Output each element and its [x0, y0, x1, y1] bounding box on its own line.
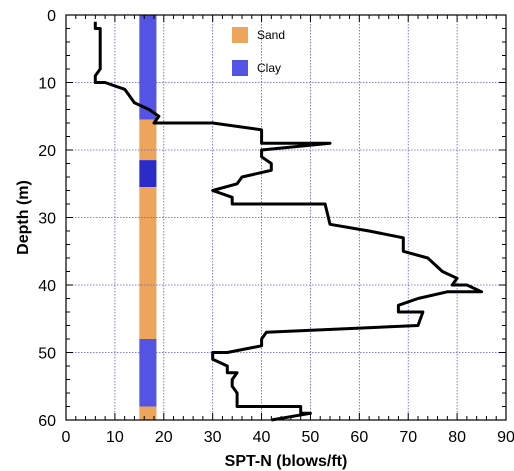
x-tick-label: 60	[350, 429, 368, 446]
x-tick-label: 40	[253, 429, 271, 446]
grid-lines	[66, 15, 506, 420]
soil-layer-sand-1	[139, 119, 157, 161]
soil-column	[139, 15, 157, 420]
x-tick-label: 90	[497, 429, 514, 446]
legend-label-sand: Sand	[257, 28, 285, 42]
soil-layer-sand-5	[139, 406, 157, 420]
x-tick-label: 50	[302, 429, 320, 446]
y-tick-label: 50	[38, 346, 56, 363]
legend-label-clay: Clay	[257, 61, 281, 75]
x-tick-label: 20	[155, 429, 173, 446]
y-tick-label: 20	[38, 143, 56, 160]
y-tick-label: 40	[38, 278, 56, 295]
spt-n-line-0	[93, 21, 484, 422]
y-tick-label: 60	[38, 413, 56, 430]
legend: Sand Clay	[232, 27, 285, 76]
soil-layer-clay-4	[139, 339, 157, 407]
soil-layer-sand-3	[139, 187, 157, 339]
spt-n-series	[93, 21, 484, 422]
x-tick-label: 80	[448, 429, 466, 446]
soil-layer-clay-2	[139, 160, 157, 188]
x-axis-label: SPT-N (blows/ft)	[225, 453, 348, 470]
soil-layer-clay-0	[139, 15, 157, 120]
x-axis-ticks: 0 10 20 30 40 50 60 70 80 90	[62, 15, 514, 446]
x-tick-label: 70	[399, 429, 417, 446]
y-tick-label: 0	[47, 8, 56, 25]
y-axis-label: Depth (m)	[15, 180, 32, 255]
y-axis-ticks: 0 10 20 30 40 50 60	[38, 8, 506, 430]
x-tick-label: 10	[106, 429, 124, 446]
x-tick-label: 30	[204, 429, 222, 446]
y-tick-label: 10	[38, 76, 56, 93]
legend-swatch-clay	[232, 60, 248, 76]
y-tick-label: 30	[38, 211, 56, 228]
x-tick-label: 0	[62, 429, 71, 446]
legend-swatch-sand	[232, 27, 248, 43]
